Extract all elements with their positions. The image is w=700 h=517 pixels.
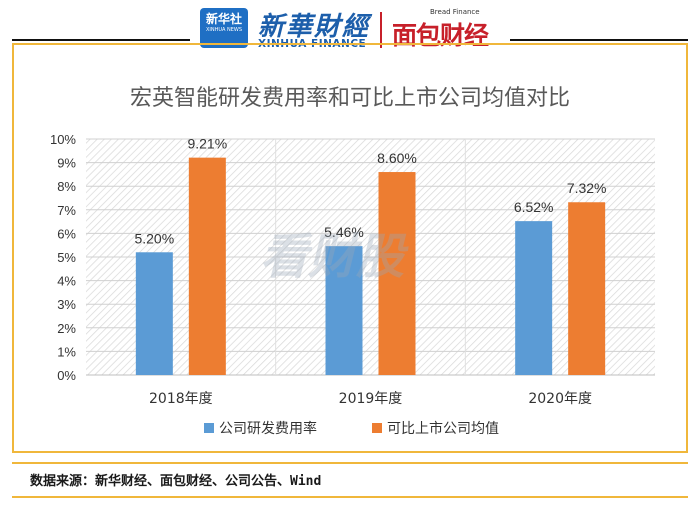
- header-rule-right: [510, 39, 688, 41]
- y-tick-label: 3%: [57, 297, 76, 312]
- bar-company: [135, 252, 173, 375]
- x-category-label: 2019年度: [339, 391, 403, 407]
- y-tick-label: 7%: [57, 203, 76, 218]
- data-label: 7.32%: [567, 180, 607, 196]
- xinhua-news-logo: 新华社 XINHUA NEWS: [200, 8, 248, 48]
- data-labels: 5.20% 9.21% 5.46% 8.60% 6.52% 7.32%: [134, 136, 606, 247]
- bars: [135, 157, 606, 375]
- data-label: 9.21%: [187, 136, 227, 152]
- data-source-note: 数据来源：新华财经、面包财经、公司公告、Wind: [30, 474, 322, 489]
- y-tick-label: 4%: [57, 274, 76, 289]
- chart-title: 宏英智能研发费用率和可比上市公司均值对比: [130, 86, 570, 111]
- data-label: 5.46%: [324, 224, 364, 240]
- footer-bottom-rule: [12, 496, 688, 498]
- y-axis-ticks: 0% 1% 2% 3% 4% 5% 6% 7% 8% 9% 10%: [50, 132, 76, 383]
- brand-header: 新华社 XINHUA NEWS 新華財經 XINHUA FINANCE Brea…: [0, 0, 700, 58]
- x-category-label: 2020年度: [528, 391, 592, 407]
- y-tick-label: 1%: [57, 344, 76, 359]
- bar-chart: 宏英智能研发费用率和可比上市公司均值对比 0% 1% 2% 3% 4% 5% 6% 7% 8% 9…: [50, 86, 655, 437]
- x-category-label: 2018年度: [149, 391, 213, 407]
- bar-peers: [188, 157, 226, 375]
- xinhua-finance-logo-cn: 新華財經: [258, 12, 371, 42]
- bar-company: [325, 246, 363, 375]
- x-axis-categories: 2018年度 2019年度 2020年度: [149, 391, 592, 407]
- y-tick-label: 5%: [57, 250, 76, 265]
- y-tick-label: 10%: [50, 132, 76, 147]
- data-label: 8.60%: [377, 150, 417, 166]
- watermark: 看财股: [260, 229, 409, 285]
- logo-separator: [380, 12, 382, 48]
- bar-company: [515, 221, 553, 375]
- legend-swatch: [372, 423, 382, 433]
- y-tick-label: 0%: [57, 368, 76, 383]
- bread-finance-logo: 面包财经: [392, 21, 489, 50]
- legend-label: 公司研发费用率: [219, 420, 317, 437]
- bar-peers: [378, 172, 416, 375]
- gridlines: [86, 138, 655, 376]
- legend-swatch: [204, 423, 214, 433]
- legend-label: 可比上市公司均值: [387, 420, 499, 437]
- footer-rule: [12, 462, 688, 464]
- xinhua-badge-sub: XINHUA NEWS: [205, 27, 243, 33]
- xinhua-badge-title: 新华社: [205, 12, 242, 26]
- data-label: 5.20%: [134, 230, 174, 246]
- bar-peers: [568, 202, 606, 375]
- header-rule-left: [12, 39, 190, 41]
- y-tick-label: 8%: [57, 179, 76, 194]
- y-tick-label: 6%: [57, 226, 76, 241]
- y-tick-label: 2%: [57, 321, 76, 336]
- data-label: 6.52%: [514, 199, 554, 215]
- legend: 公司研发费用率 可比上市公司均值: [204, 420, 499, 437]
- chart-frame: 宏英智能研发费用率和可比上市公司均值对比 0% 1% 2% 3% 4% 5% 6% 7% 8% 9…: [12, 43, 688, 453]
- y-tick-label: 9%: [57, 156, 76, 171]
- bread-finance-tagline: Bread Finance: [430, 8, 480, 16]
